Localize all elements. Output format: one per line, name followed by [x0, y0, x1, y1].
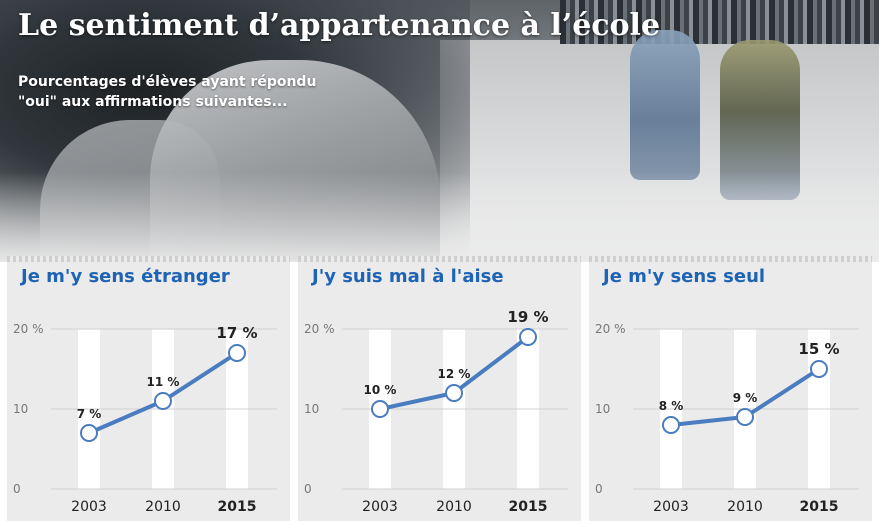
- photo-fade: [0, 172, 879, 262]
- data-label: 11 %: [147, 375, 180, 389]
- photo-crowd: [560, 0, 879, 44]
- data-point: [810, 360, 828, 378]
- y-tick-label: 20 %: [13, 322, 44, 336]
- data-label: 12 %: [438, 367, 471, 381]
- y-tick-label: 10: [13, 402, 28, 416]
- page-subtitle: Pourcentages d'élèves ayant répondu "oui…: [18, 74, 317, 110]
- data-point: [154, 392, 172, 410]
- y-tick-label: 20 %: [304, 322, 335, 336]
- x-tick-label: 2003: [71, 499, 107, 515]
- data-point: [371, 400, 389, 418]
- data-label: 19 %: [507, 308, 548, 326]
- page-title: Le sentiment d’appartenance à l’école: [18, 8, 661, 43]
- line-chart: 0 10 20 % 7 % 11 % 17 % 2003 2010 2015: [13, 322, 277, 515]
- chart-panel-etranger: Je m'y sens étranger 0 10 20 % 7 % 11 % 17 % 2…: [7, 256, 290, 521]
- y-tick-label: 0: [595, 482, 603, 496]
- chart-panel-seul: Je m'y sens seul 0 10 20 % 8 % 9 % 15 % 2003 20…: [589, 256, 872, 521]
- data-point: [662, 416, 680, 434]
- data-label: 9 %: [733, 391, 758, 405]
- chart-title: Je m'y sens étranger: [21, 266, 230, 287]
- data-point: [519, 328, 537, 346]
- x-tick-label: 2003: [362, 499, 398, 515]
- panel-stripe: [589, 256, 872, 262]
- y-tick-label: 0: [304, 482, 312, 496]
- data-point: [228, 344, 246, 362]
- x-tick-label: 2015: [218, 499, 257, 515]
- data-label: 15 %: [798, 340, 839, 358]
- line-chart: 0 10 20 % 10 % 12 % 19 % 2003 2010 2015: [304, 308, 568, 515]
- panel-stripe: [298, 256, 581, 262]
- y-tick-label: 0: [13, 482, 21, 496]
- chart-panel-mal-a-l-aise: J'y suis mal à l'aise 0 10 20 % 10 % 12 % 19 …: [298, 256, 581, 521]
- data-label: 8 %: [659, 399, 684, 413]
- panel-stripe: [7, 256, 290, 262]
- x-tick-label: 2010: [727, 499, 763, 515]
- x-tick-label: 2010: [436, 499, 472, 515]
- photo-student-1: [630, 30, 700, 180]
- data-point: [445, 384, 463, 402]
- line-chart: 0 10 20 % 8 % 9 % 15 % 2003 2010 2015: [595, 322, 859, 515]
- x-tick-label: 2015: [800, 499, 839, 515]
- header-photo: [0, 0, 879, 262]
- y-tick-label: 20 %: [595, 322, 626, 336]
- chart-title: Je m'y sens seul: [603, 266, 766, 287]
- x-tick-label: 2003: [653, 499, 689, 515]
- x-tick-label: 2010: [145, 499, 181, 515]
- data-label: 10 %: [364, 383, 397, 397]
- x-tick-label: 2015: [509, 499, 548, 515]
- chart-title: J'y suis mal à l'aise: [312, 266, 504, 287]
- y-tick-label: 10: [304, 402, 319, 416]
- data-label: 7 %: [77, 407, 102, 421]
- data-label: 17 %: [216, 324, 257, 342]
- y-tick-label: 10: [595, 402, 610, 416]
- data-point: [80, 424, 98, 442]
- data-point: [736, 408, 754, 426]
